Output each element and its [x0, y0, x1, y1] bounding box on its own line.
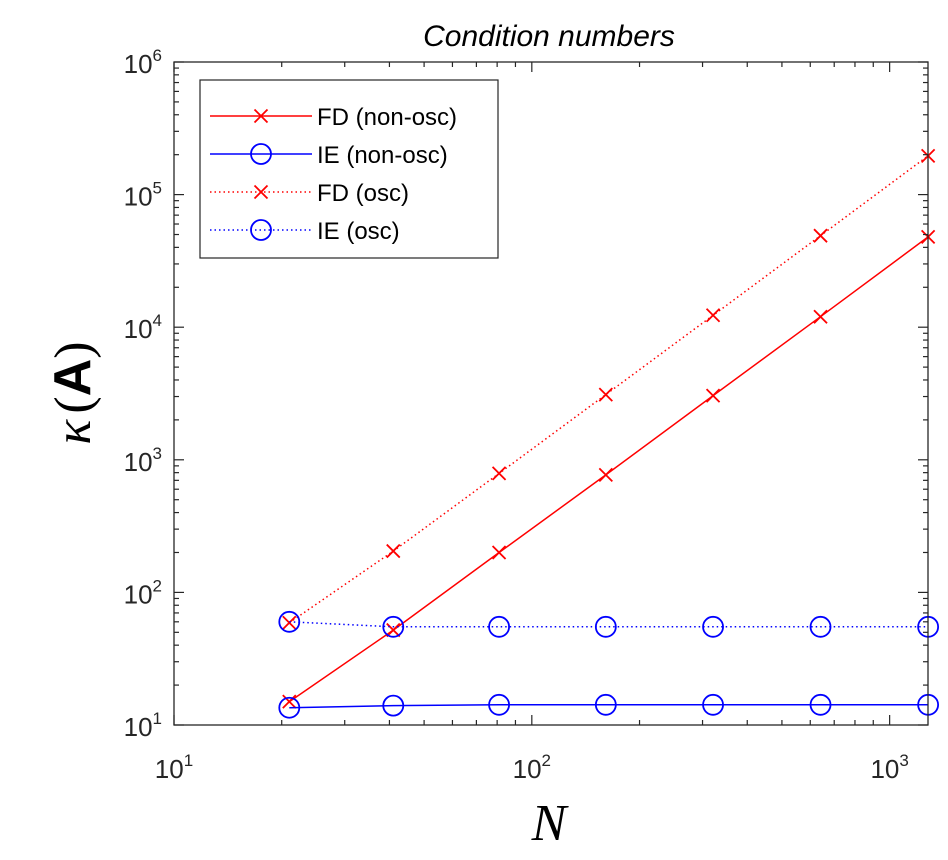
y-tick-label-3: 103	[124, 444, 162, 477]
series-2-point-4	[594, 693, 617, 716]
legend-entry-1-label: FD (non-osc)	[317, 104, 457, 131]
series-4-point-6	[809, 615, 832, 638]
series-1-point-4	[598, 467, 613, 482]
chart-title: Condition numbers	[423, 20, 675, 53]
series-3-point-2	[386, 543, 401, 559]
series-4-point-1	[278, 610, 301, 633]
series-1-point-1	[282, 694, 297, 709]
series-2-line	[289, 704, 929, 709]
y-tick-label-4-exponent: 4	[153, 311, 162, 330]
x-tick-label-1-base: 10	[155, 754, 184, 784]
x-tick-label-3-exponent: 3	[899, 751, 908, 770]
series-1-point-6	[813, 309, 828, 324]
x-tick-label-3-base: 10	[870, 754, 899, 784]
series-3-point-5	[705, 308, 721, 323]
series-1-point-3	[491, 545, 507, 560]
legend-entry-4: IE (osc)	[210, 218, 400, 245]
legend-entry-4-marker	[250, 219, 272, 241]
x-tick-label-3: 103	[870, 751, 908, 784]
legend-entry-1: FD (non-osc)	[210, 104, 457, 131]
series-4-point-4	[594, 615, 617, 638]
legend-box	[199, 79, 499, 259]
x-tick-label-2-base: 10	[513, 754, 542, 784]
y-tick-label-2-exponent: 2	[153, 576, 162, 595]
series-2-point-3	[488, 693, 510, 716]
series-3-point-1	[282, 615, 297, 630]
series-layer	[278, 148, 940, 719]
y-tick-label-2: 102	[124, 576, 162, 609]
y-axis-label-close-paren: )	[45, 341, 102, 358]
y-tick-label-1-base: 10	[124, 712, 153, 742]
y-axis-label: κ (A)	[44, 341, 102, 444]
series-3-point-4	[598, 387, 613, 402]
y-tick-label-3-exponent: 3	[153, 444, 162, 463]
legend-entry-3-marker	[253, 184, 269, 200]
series-4-line	[289, 621, 929, 628]
y-tick-label-6-base: 10	[124, 49, 153, 79]
legend-entry-2-label: IE (non-osc)	[317, 142, 448, 169]
y-tick-label-2-base: 10	[124, 579, 153, 609]
legend: FD (non-osc) IE (non-osc) FD (osc) IE (osc)	[199, 79, 499, 259]
y-axis-label-symbol: A	[44, 359, 102, 397]
series-1-point-2	[386, 622, 401, 638]
x-tick-label-2-exponent: 2	[542, 751, 551, 770]
series-2-point-1	[278, 696, 301, 719]
legend-entry-2: IE (non-osc)	[210, 142, 448, 169]
y-tick-label-4-base: 10	[124, 314, 153, 344]
y-tick-label-1-exponent: 1	[153, 709, 162, 728]
legend-entry-3-label: FD (osc)	[317, 180, 409, 207]
y-tick-label-4: 104	[124, 311, 162, 344]
y-tick-label-1: 101	[124, 709, 162, 742]
series-4-point-2	[382, 615, 405, 638]
series-2-point-2	[382, 694, 405, 717]
series-2-point-6	[809, 693, 832, 716]
y-axis-label-open-paren: (	[45, 396, 102, 413]
legend-entry-1-marker	[253, 108, 269, 124]
series-1-point-5	[705, 388, 721, 403]
series-2-point-5	[702, 693, 724, 716]
series-4-point-3	[488, 615, 510, 638]
x-axis-label: N	[531, 795, 570, 852]
y-tick-label-3-base: 10	[124, 447, 153, 477]
y-tick-label-5-exponent: 5	[153, 179, 162, 198]
series-3	[282, 148, 936, 630]
legend-entry-2-marker	[250, 143, 272, 165]
y-tick-label-5: 105	[124, 179, 162, 212]
series-3-point-6	[813, 228, 828, 243]
legend-entry-4-label: IE (osc)	[317, 218, 400, 245]
series-3-point-3	[491, 466, 507, 481]
plot-area-frame	[173, 61, 929, 726]
y-tick-label-5-base: 10	[124, 182, 153, 212]
x-tick-label-1-exponent: 1	[184, 751, 193, 770]
x-tick-label-2: 102	[513, 751, 551, 784]
y-tick-label-6-exponent: 6	[153, 46, 162, 65]
y-tick-label-6: 106	[124, 46, 162, 79]
series-4-point-5	[702, 615, 724, 638]
legend-entry-3: FD (osc)	[210, 180, 409, 207]
series-2	[278, 693, 940, 719]
y-axis-label-kappa: κ	[45, 419, 102, 445]
x-tick-label-1: 101	[155, 751, 193, 784]
series-4	[278, 610, 940, 638]
